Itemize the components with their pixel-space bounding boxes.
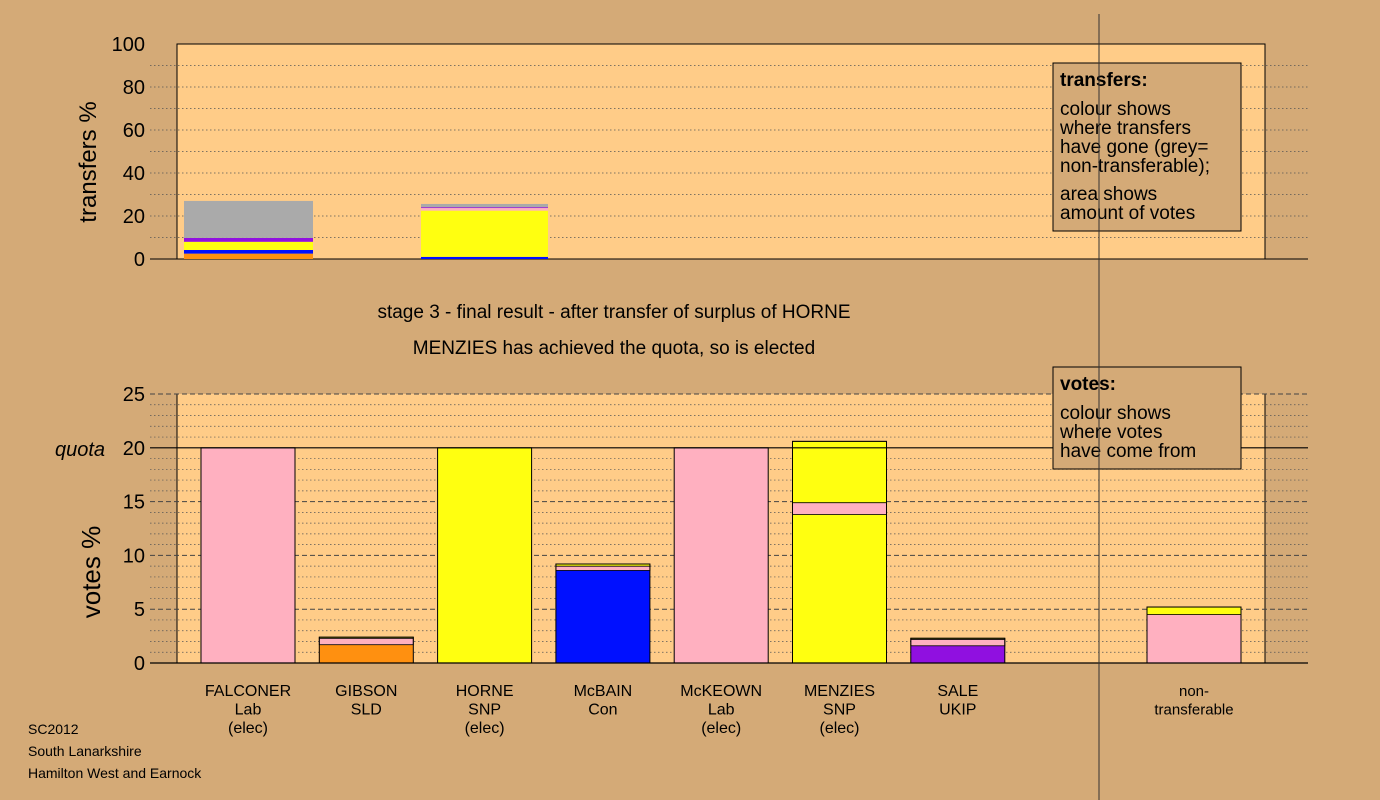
votes-y-tick-label: 20 <box>123 438 145 460</box>
votes-x-labels: FALCONERLab(elec)GIBSONSLDHORNESNP(elec)… <box>205 683 1234 737</box>
candidate-label: McKEOWN <box>680 683 762 700</box>
candidate-label: SLD <box>351 702 382 719</box>
votes-legend-line: have come from <box>1060 441 1196 462</box>
votes-legend-line: colour shows <box>1060 403 1171 424</box>
transfer-segment-non-transferable <box>421 203 548 208</box>
transfers-legend-line: where transfers <box>1059 118 1191 139</box>
quota-label: quota <box>55 439 105 461</box>
candidate-label: (elec) <box>701 720 741 737</box>
transfers-y-ticks: 0 20 40 60 80 100 <box>112 34 145 271</box>
transfers-legend-frame <box>1052 62 1242 232</box>
transfers-y-tick-label: 60 <box>123 120 145 142</box>
votes-y-tick-label: 0 <box>134 653 145 675</box>
transfers-legend-line: amount of votes <box>1060 203 1195 224</box>
votes-legend-title: votes: <box>1060 374 1116 395</box>
candidate-label: HORNE <box>456 683 514 700</box>
candidate-label: non- <box>1179 683 1209 700</box>
candidate-label: McBAIN <box>574 683 633 700</box>
candidate-label: (elec) <box>465 720 505 737</box>
candidate-label: Lab <box>235 702 262 719</box>
vote-segment-mcbain <box>555 570 650 663</box>
vote-segment-gibson <box>319 644 414 663</box>
votes-y-tick-label: 5 <box>134 599 145 621</box>
transfers-legend-line: area shows <box>1060 184 1157 205</box>
transfers-y-tick-label: 100 <box>112 34 145 56</box>
candidate-label: SNP <box>823 702 856 719</box>
votes-legend-frame <box>1052 366 1242 470</box>
transfers-y-axis-label: transfers % <box>75 101 102 222</box>
transfers-legend-line: colour shows <box>1060 99 1171 120</box>
transfers-y-tick-label: 80 <box>123 77 145 99</box>
transfers-legend-title: transfers: <box>1060 70 1148 91</box>
votes-legend-box: votes: colour shows where votes have com… <box>1052 366 1242 470</box>
transfers-y-tick-label: 20 <box>123 206 145 228</box>
transfer-segment-con <box>421 256 548 259</box>
votes-y-axis-label: votes % <box>76 526 106 619</box>
footer-council: South Lanarkshire <box>28 743 142 759</box>
votes-y-tick-label: 25 <box>123 384 145 406</box>
stage-headline: stage 3 - final result - after transfer … <box>377 302 850 323</box>
footer-election: SC2012 <box>28 721 79 737</box>
vote-segment-sale <box>910 638 1006 647</box>
transfers-legend-line: have gone (grey= <box>1060 137 1208 158</box>
votes-legend-line: where votes <box>1059 422 1162 443</box>
votes-bars <box>150 440 1308 664</box>
votes-y-tick-label: 15 <box>123 492 145 514</box>
transfers-legend-line: non-transferable); <box>1060 156 1210 177</box>
vote-segment-mckeown <box>674 447 769 663</box>
transfers-legend-box: transfers: colour shows where transfers … <box>1052 62 1242 232</box>
vote-segment-menzies <box>792 502 887 515</box>
vote-segment-horne <box>437 447 532 663</box>
candidate-label: Lab <box>708 702 735 719</box>
result-headline: MENZIES has achieved the quota, so is el… <box>413 338 815 359</box>
vote-segment-mcbain <box>555 565 651 571</box>
transfer-segment-ukip <box>184 237 313 242</box>
transfer-segment-ukip <box>421 207 548 209</box>
candidate-label: FALCONER <box>205 683 291 700</box>
transfers-bars <box>184 200 548 259</box>
votes-y-ticks: 0 5 10 15 20 25 <box>123 384 145 675</box>
vote-segment-gibson <box>318 637 414 646</box>
vote-segment-falconer <box>201 447 295 663</box>
candidate-label: SALE <box>937 683 978 700</box>
transfer-segment-snp <box>421 210 548 257</box>
candidate-label: UKIP <box>939 702 976 719</box>
vote-segment-sale <box>910 645 1005 663</box>
candidate-label: SNP <box>468 702 501 719</box>
candidate-label: transferable <box>1154 702 1233 719</box>
transfers-y-tick-label: 40 <box>123 163 145 185</box>
vote-segment-non-transferable <box>1147 614 1241 663</box>
vote-segment-menzies <box>792 440 887 504</box>
transfer-segment-non-transferable <box>184 200 313 238</box>
candidate-label: MENZIES <box>804 683 875 700</box>
vote-segment-menzies <box>792 514 887 663</box>
vote-segment-non-transferable <box>1146 606 1242 615</box>
candidate-label: (elec) <box>819 720 859 737</box>
transfer-segment-snp <box>184 241 313 250</box>
transfer-segment-sld <box>184 253 313 259</box>
votes-y-tick-label: 10 <box>123 545 145 567</box>
candidate-label: GIBSON <box>335 683 397 700</box>
candidate-label: (elec) <box>228 720 268 737</box>
transfer-segment-lab <box>421 208 548 211</box>
candidate-label: Con <box>588 702 617 719</box>
footer-ward: Hamilton West and Earnock <box>28 765 202 781</box>
transfers-y-tick-label: 0 <box>134 249 145 271</box>
transfer-segment-con <box>184 249 313 254</box>
